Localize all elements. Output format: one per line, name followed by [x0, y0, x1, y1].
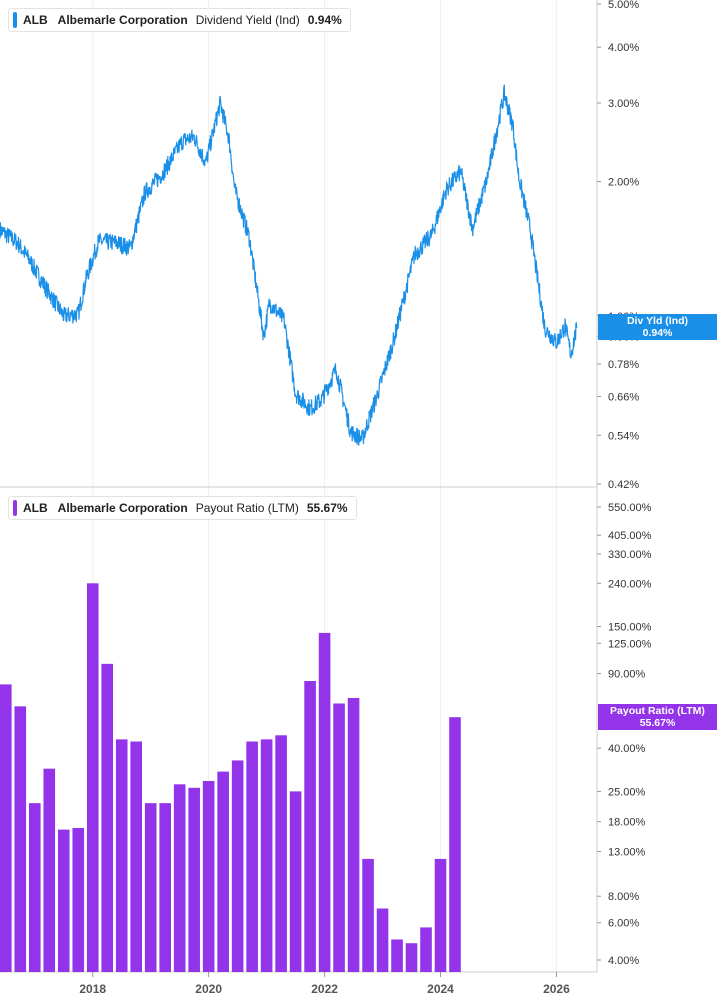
y-tick-label: 405.00%: [608, 530, 652, 542]
y-tick-label: 150.00%: [608, 622, 652, 634]
y-tick-label: 2.00%: [608, 177, 639, 189]
y-tick-label: 125.00%: [608, 638, 652, 650]
payout-ratio-bar: [434, 858, 447, 972]
y-tick-label: 4.00%: [608, 42, 639, 54]
dividend-yield-swatch: [13, 12, 17, 28]
payout-ratio-bar: [144, 803, 157, 972]
x-axis-ticks: 2018 2020 2022 2024 2026: [79, 972, 570, 996]
payout-ratio-bar: [318, 632, 331, 972]
legend-metric: Dividend Yield (Ind): [195, 13, 300, 27]
payout-ratio-bar: [347, 697, 360, 972]
dividend-yield-value-tag: Div Yld (Ind) 0.94%: [598, 313, 717, 340]
payout-ratio-bar: [86, 583, 99, 972]
tag-label: Div Yld (Ind): [626, 314, 689, 327]
y-tick-label: 25.00%: [608, 786, 646, 798]
y-tick-label: 0.66%: [608, 391, 639, 403]
payout-ratio-bar: [188, 787, 200, 972]
dividend-yield-series: [0, 84, 578, 446]
x-tick-label: 2024: [427, 982, 454, 996]
x-tick-label: 2018: [79, 982, 106, 996]
tag-label: Payout Ratio (LTM): [610, 705, 705, 718]
legend-ticker: ALB: [23, 501, 48, 515]
payout-ratio-bar: [391, 939, 403, 972]
payout-ratio-bar: [405, 943, 418, 972]
payout-ratio-bar: [101, 663, 114, 972]
y-tick-label: 550.00%: [608, 502, 652, 514]
legend-value: 55.67%: [306, 501, 348, 515]
y-tick-label: 0.78%: [608, 359, 639, 371]
y-tick-label: 18.00%: [608, 817, 646, 829]
y-tick-label: 8.00%: [608, 891, 639, 903]
tag-value: 55.67%: [639, 717, 676, 730]
payout-ratio-bar: [14, 706, 27, 972]
legend-ticker: ALB: [23, 13, 48, 27]
payout-ratio-bar: [57, 829, 70, 972]
y-tick-label: 330.00%: [608, 549, 652, 561]
legend-company: Albemarle Corporation: [57, 501, 188, 515]
tag-value: 0.94%: [642, 326, 673, 339]
legend-metric: Payout Ratio (LTM): [195, 501, 299, 515]
y-tick-label: 6.00%: [608, 918, 639, 930]
y-tick-label: 90.00%: [608, 669, 646, 681]
payout-ratio-bar: [362, 858, 374, 972]
payout-ratio-bar: [130, 741, 143, 972]
payout-ratio-bar: [376, 908, 389, 972]
payout-ratio-bar: [43, 768, 56, 972]
payout-ratio-bar: [333, 703, 345, 972]
dividend-yield-line: [0, 84, 578, 446]
y-tick-label: 240.00%: [608, 578, 652, 590]
payout-ratio-bar: [72, 827, 85, 972]
y-tick-label: 13.00%: [608, 847, 646, 859]
y-tick-label: 5.00%: [608, 0, 639, 11]
payout-ratio-bar: [173, 784, 186, 972]
payout-ratio-bar: [115, 739, 128, 972]
y-tick-label: 40.00%: [608, 743, 646, 755]
payout-ratio-value-tag: Payout Ratio (LTM) 55.67%: [598, 704, 717, 731]
dividend-yield-legend[interactable]: ALB Albemarle Corporation Dividend Yield…: [8, 8, 351, 32]
payout-ratio-bar: [275, 735, 287, 972]
payout-ratio-bar: [217, 771, 229, 972]
top-y-axis-ticks: 5.00%4.00%3.00%2.00%1.00%0.90%0.78%0.66%…: [597, 0, 639, 491]
legend-company: Albemarle Corporation: [57, 13, 188, 27]
y-tick-label: 3.00%: [608, 98, 639, 110]
y-tick-label: 4.00%: [608, 955, 639, 967]
y-tick-label: 0.42%: [608, 479, 639, 491]
payout-ratio-bar: [231, 760, 244, 972]
payout-ratio-bar: [202, 780, 215, 972]
x-tick-label: 2026: [543, 982, 570, 996]
payout-ratio-bar: [304, 680, 316, 972]
payout-ratio-legend[interactable]: ALB Albemarle Corporation Payout Ratio (…: [8, 496, 357, 520]
payout-ratio-bar: [246, 741, 258, 972]
bottom-y-axis-ticks: 550.00% 405.00% 330.00% 240.00% 150.00% 125.0…: [597, 502, 652, 967]
payout-ratio-bars: [0, 583, 461, 972]
payout-ratio-bar: [260, 739, 273, 972]
legend-value: 0.94%: [307, 13, 342, 27]
y-tick-label: 0.54%: [608, 430, 639, 442]
payout-ratio-bar: [449, 717, 461, 972]
x-tick-label: 2022: [311, 982, 338, 996]
payout-ratio-bar: [0, 684, 12, 972]
payout-ratio-swatch: [13, 500, 17, 516]
payout-ratio-bar: [420, 927, 432, 972]
payout-ratio-bar: [159, 803, 171, 972]
payout-ratio-bar: [289, 791, 302, 972]
top-panel-grid: [92, 0, 557, 487]
payout-ratio-bar: [28, 803, 41, 972]
x-tick-label: 2020: [195, 982, 222, 996]
